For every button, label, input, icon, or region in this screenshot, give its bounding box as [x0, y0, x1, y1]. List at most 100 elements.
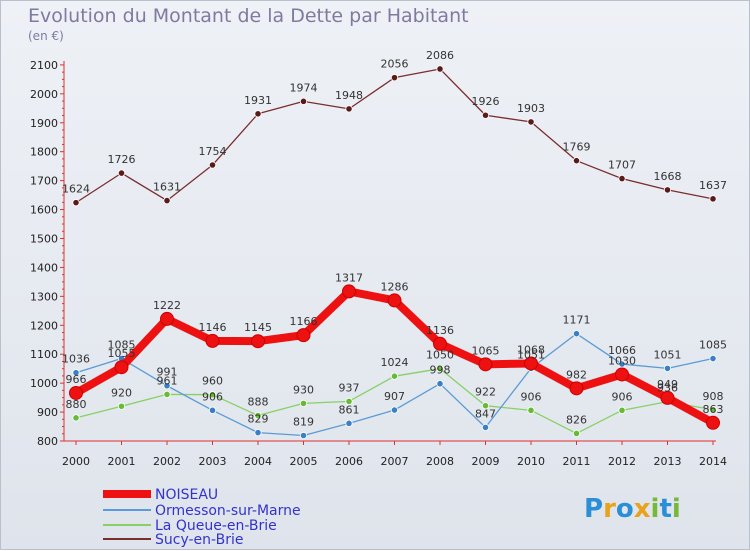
data-label-la-queue-en-brie: 930 — [293, 383, 314, 396]
data-point — [208, 391, 217, 399]
x-tick-label: 2011 — [563, 455, 591, 468]
data-point — [660, 390, 675, 405]
data-label-sucy-en-brie: 1769 — [563, 141, 591, 154]
brand-letter: o — [616, 494, 634, 524]
data-label-la-queue-en-brie: 920 — [111, 386, 132, 399]
y-tick-label: 1500 — [30, 232, 58, 245]
y-tick-label: 800 — [37, 435, 58, 448]
data-label-ormesson-sur-marne: 1036 — [62, 353, 90, 366]
data-label-sucy-en-brie: 1931 — [244, 94, 272, 107]
data-point — [163, 382, 171, 390]
y-tick-label: 1800 — [30, 146, 58, 159]
data-label-la-queue-en-brie: 961 — [157, 374, 178, 387]
data-label-ormesson-sur-marne: 829 — [248, 413, 269, 426]
data-label-noiseau: 949 — [657, 378, 678, 391]
x-tick-label: 2006 — [335, 455, 363, 468]
data-label-noiseau: 1166 — [290, 315, 318, 328]
data-label-ormesson-sur-marne: 1051 — [654, 348, 682, 361]
data-point — [296, 328, 311, 343]
data-label-sucy-en-brie: 1948 — [335, 89, 363, 102]
data-label-sucy-en-brie: 1754 — [199, 145, 227, 158]
data-point — [663, 364, 672, 372]
y-tick-label: 1300 — [30, 290, 58, 303]
x-tick-label: 2008 — [426, 455, 454, 468]
data-label-sucy-en-brie: 1903 — [517, 102, 545, 115]
data-label-la-queue-en-brie: 880 — [66, 398, 87, 411]
data-point — [709, 354, 717, 363]
data-point — [709, 195, 717, 203]
data-label-ormesson-sur-marne: 907 — [384, 390, 405, 403]
data-label-noiseau: 1222 — [153, 299, 181, 312]
data-label-ormesson-sur-marne: 1066 — [608, 344, 636, 357]
data-point — [481, 402, 490, 410]
x-tick-label: 2010 — [517, 455, 545, 468]
x-tick-label: 2013 — [654, 455, 682, 468]
data-point — [254, 429, 262, 437]
data-point — [572, 157, 581, 165]
data-label-la-queue-en-brie: 1050 — [426, 349, 454, 362]
data-label-ormesson-sur-marne: 1085 — [699, 339, 727, 352]
data-label-ormesson-sur-marne: 861 — [339, 403, 360, 416]
data-point — [436, 380, 444, 388]
data-point — [205, 333, 220, 348]
x-tick-label: 2014 — [699, 455, 727, 468]
data-point — [618, 175, 626, 183]
data-point — [524, 356, 538, 371]
data-point — [569, 381, 584, 396]
data-label-sucy-en-brie: 1624 — [62, 183, 90, 196]
data-point — [208, 161, 217, 169]
data-point — [254, 110, 262, 118]
chart-subtitle: (en €) — [28, 29, 64, 43]
data-label-noiseau: 1030 — [608, 354, 636, 367]
y-tick-label: 2000 — [30, 88, 58, 101]
x-tick-label: 2003 — [199, 455, 227, 468]
data-label-ormesson-sur-marne: 819 — [293, 416, 314, 429]
series-sucy-en-brie — [72, 65, 717, 207]
data-point — [390, 74, 399, 82]
data-label-ormesson-sur-marne: 998 — [430, 364, 451, 377]
data-point — [251, 334, 265, 349]
data-point — [663, 186, 672, 194]
data-label-sucy-en-brie: 2056 — [381, 58, 409, 71]
y-tick-label: 1900 — [30, 117, 58, 130]
x-tick-label: 2012 — [608, 455, 636, 468]
data-point — [572, 429, 581, 438]
data-point — [342, 284, 356, 299]
data-label-ormesson-sur-marne: 1171 — [563, 314, 591, 327]
data-label-noiseau: 1136 — [426, 324, 454, 337]
data-label-noiseau: 1317 — [335, 271, 363, 284]
data-point — [527, 406, 535, 414]
x-tick-label: 2002 — [153, 455, 181, 468]
data-point — [433, 336, 447, 351]
data-label-sucy-en-brie: 2086 — [426, 49, 454, 62]
data-point — [615, 367, 629, 382]
data-label-noiseau: 1068 — [517, 343, 545, 356]
data-point — [436, 65, 444, 73]
data-point — [436, 365, 444, 373]
data-point — [160, 311, 174, 326]
data-label-la-queue-en-brie: 908 — [703, 390, 724, 403]
data-point — [72, 414, 80, 422]
y-tick-label: 1600 — [30, 204, 58, 217]
data-point — [117, 402, 126, 410]
data-point — [208, 406, 217, 414]
data-label-noiseau: 982 — [566, 368, 587, 381]
legend-label-ormesson-sur-marne: Ormesson-sur-Marne — [155, 503, 301, 519]
data-label-la-queue-en-brie: 906 — [521, 390, 542, 403]
data-point — [299, 97, 308, 105]
data-point — [117, 169, 126, 177]
data-point — [163, 196, 171, 205]
data-label-la-queue-en-brie: 1024 — [381, 356, 409, 369]
x-tick-label: 2000 — [62, 455, 90, 468]
data-label-ormesson-sur-marne: 906 — [202, 390, 223, 403]
data-point — [163, 390, 171, 399]
y-tick-label: 1000 — [30, 377, 58, 390]
data-label-noiseau: 1145 — [244, 321, 272, 334]
data-point — [481, 423, 490, 432]
x-tick-label: 2005 — [290, 455, 318, 468]
data-point — [72, 199, 80, 207]
data-point — [72, 369, 80, 377]
data-label-la-queue-en-brie: 922 — [475, 386, 496, 399]
